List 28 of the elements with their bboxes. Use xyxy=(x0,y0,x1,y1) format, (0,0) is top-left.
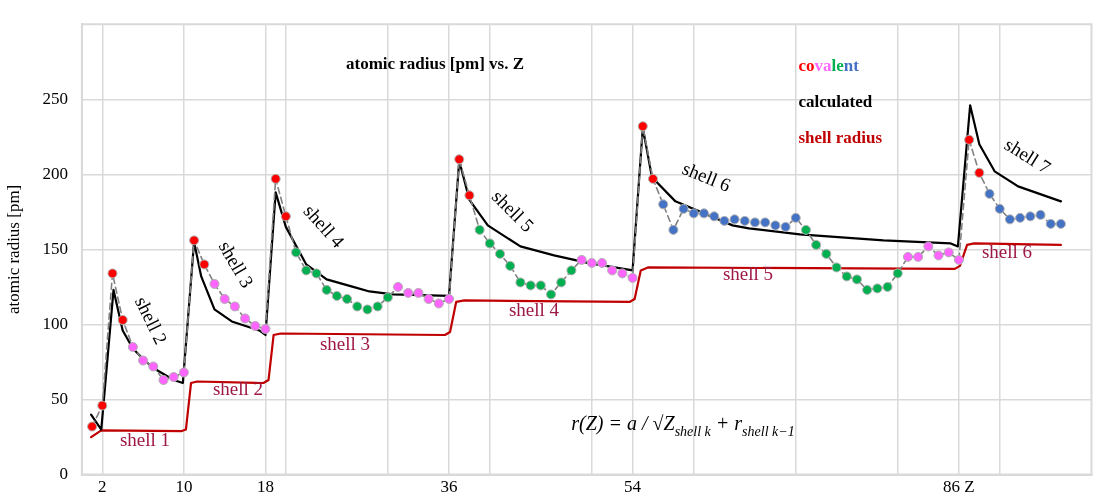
y-axis-title: atomic radius [pm] xyxy=(3,184,23,315)
annotation: shell 6 xyxy=(679,157,734,196)
annotation: shell 6 xyxy=(981,240,1033,262)
y-tick-label: 100 xyxy=(42,313,68,333)
y-tick-label: 250 xyxy=(42,88,68,108)
annotation: shell 2 xyxy=(130,293,172,348)
annotation: shell 3 xyxy=(319,332,371,354)
y-tick-label: 150 xyxy=(42,238,68,258)
text: shell radius xyxy=(798,128,883,148)
x-tick-label: 36 xyxy=(440,477,458,497)
text: calculated xyxy=(798,92,873,112)
x-tick-label: 54 xyxy=(624,477,642,497)
x-tick-label: 86 Z xyxy=(943,477,975,497)
annotation: shell 5 xyxy=(722,262,774,284)
annotation: shell 2 xyxy=(212,377,264,399)
y-tick-label: 200 xyxy=(42,163,68,183)
x-tick-label: 2 xyxy=(98,477,107,497)
y-tick-label: 50 xyxy=(50,389,68,408)
annotation: shell 4 xyxy=(508,298,560,320)
annotation: shell 7 xyxy=(1001,133,1055,178)
y-tick-label: 0 xyxy=(59,464,68,484)
text: covalent xyxy=(798,56,860,76)
text: atomic radius [pm] vs. Z xyxy=(345,54,525,74)
annotation: shell 5 xyxy=(487,185,539,237)
x-tick-label: 18 xyxy=(256,477,274,497)
annotation: shell 4 xyxy=(299,200,350,253)
x-tick-label: 10 xyxy=(175,477,193,497)
annotation: shell 1 xyxy=(119,428,171,450)
